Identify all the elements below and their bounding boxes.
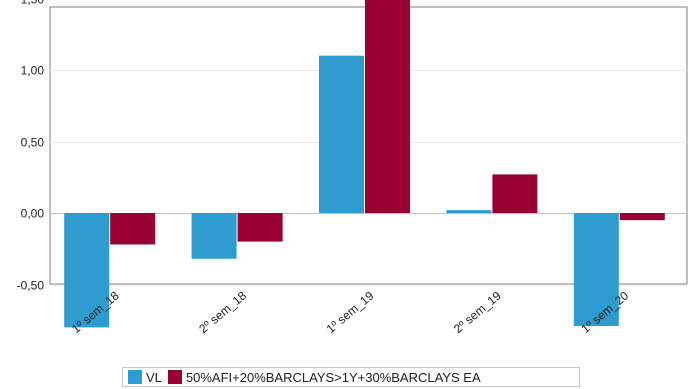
x-axis-ticks: 1º sem_18 2º sem_18 1º sem_19 2º sem_19 1º s… (69, 288, 632, 336)
y-tick-label: -0,50 (17, 279, 45, 293)
y-axis-ticks: 2,502,001,501,000,500,00-0,50 (17, 0, 45, 293)
bar-vl[interactable] (446, 210, 492, 213)
bar-benchmark[interactable] (619, 213, 665, 221)
bar-vl[interactable] (319, 55, 364, 214)
bar-benchmark[interactable] (365, 0, 410, 213)
y-tick-label: 0,00 (21, 207, 45, 221)
y-tick-label: 1,00 (21, 64, 45, 78)
legend-swatch-vl (128, 370, 142, 384)
y-tick-label: 1,50 (21, 0, 45, 7)
x-tick-label: 2º sem_19 (451, 288, 504, 336)
bar-vl[interactable] (573, 213, 619, 326)
x-tick-label: 2º sem_18 (196, 288, 249, 336)
legend-label-vl: VL (146, 369, 162, 385)
legend: VL 50%AFI+20%BARCLAYS>1Y+30%BARCLAYS EA (122, 367, 580, 387)
legend-item-vl[interactable]: VL (128, 370, 162, 385)
bar-benchmark[interactable] (110, 213, 156, 245)
x-tick-label: 1º sem_19 (324, 288, 377, 336)
bars (64, 0, 665, 328)
legend-swatch-benchmark (167, 370, 182, 384)
bar-benchmark[interactable] (237, 213, 283, 242)
legend-label-benchmark: 50%AFI+20%BARCLAYS>1Y+30%BARCLAYS EA (185, 369, 481, 385)
bar-vl[interactable] (191, 213, 237, 259)
bar-vl[interactable] (64, 213, 110, 328)
bar-benchmark[interactable] (492, 174, 538, 213)
y-tick-label: 0,50 (21, 136, 45, 150)
legend-item-benchmark[interactable]: 50%AFI+20%BARCLAYS>1Y+30%BARCLAYS EA (167, 369, 481, 385)
